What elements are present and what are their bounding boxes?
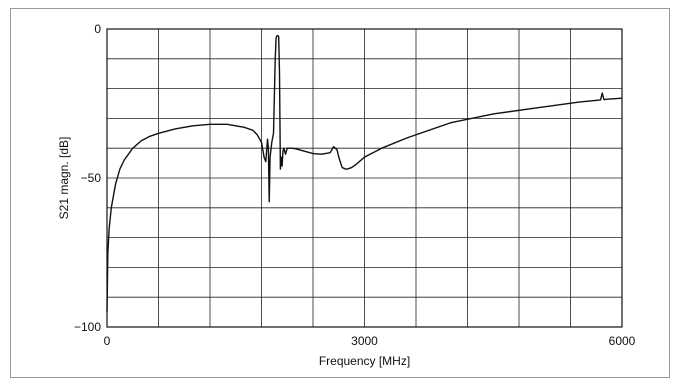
x-tick-label: 6000 [609,334,636,348]
x-tick-label: 3000 [351,334,378,348]
plot-area-border [106,28,623,328]
x-axis-title: Frequency [MHz] [319,354,410,368]
y-tick-label: −100 [74,320,101,334]
y-axis-title: S21 magn. [dB] [57,137,71,220]
y-tick-label: −50 [81,171,102,185]
x-tick-label: 0 [104,334,111,348]
chart-frame: 0 3000 6000 0 −50 −100 Frequency [MHz] S21 magn… [10,8,670,378]
series-line-s21 [106,34,623,313]
y-tick-label: 0 [94,22,101,36]
s21-chart: 0 3000 6000 0 −50 −100 Frequency [MHz] S21 magn… [57,22,636,368]
